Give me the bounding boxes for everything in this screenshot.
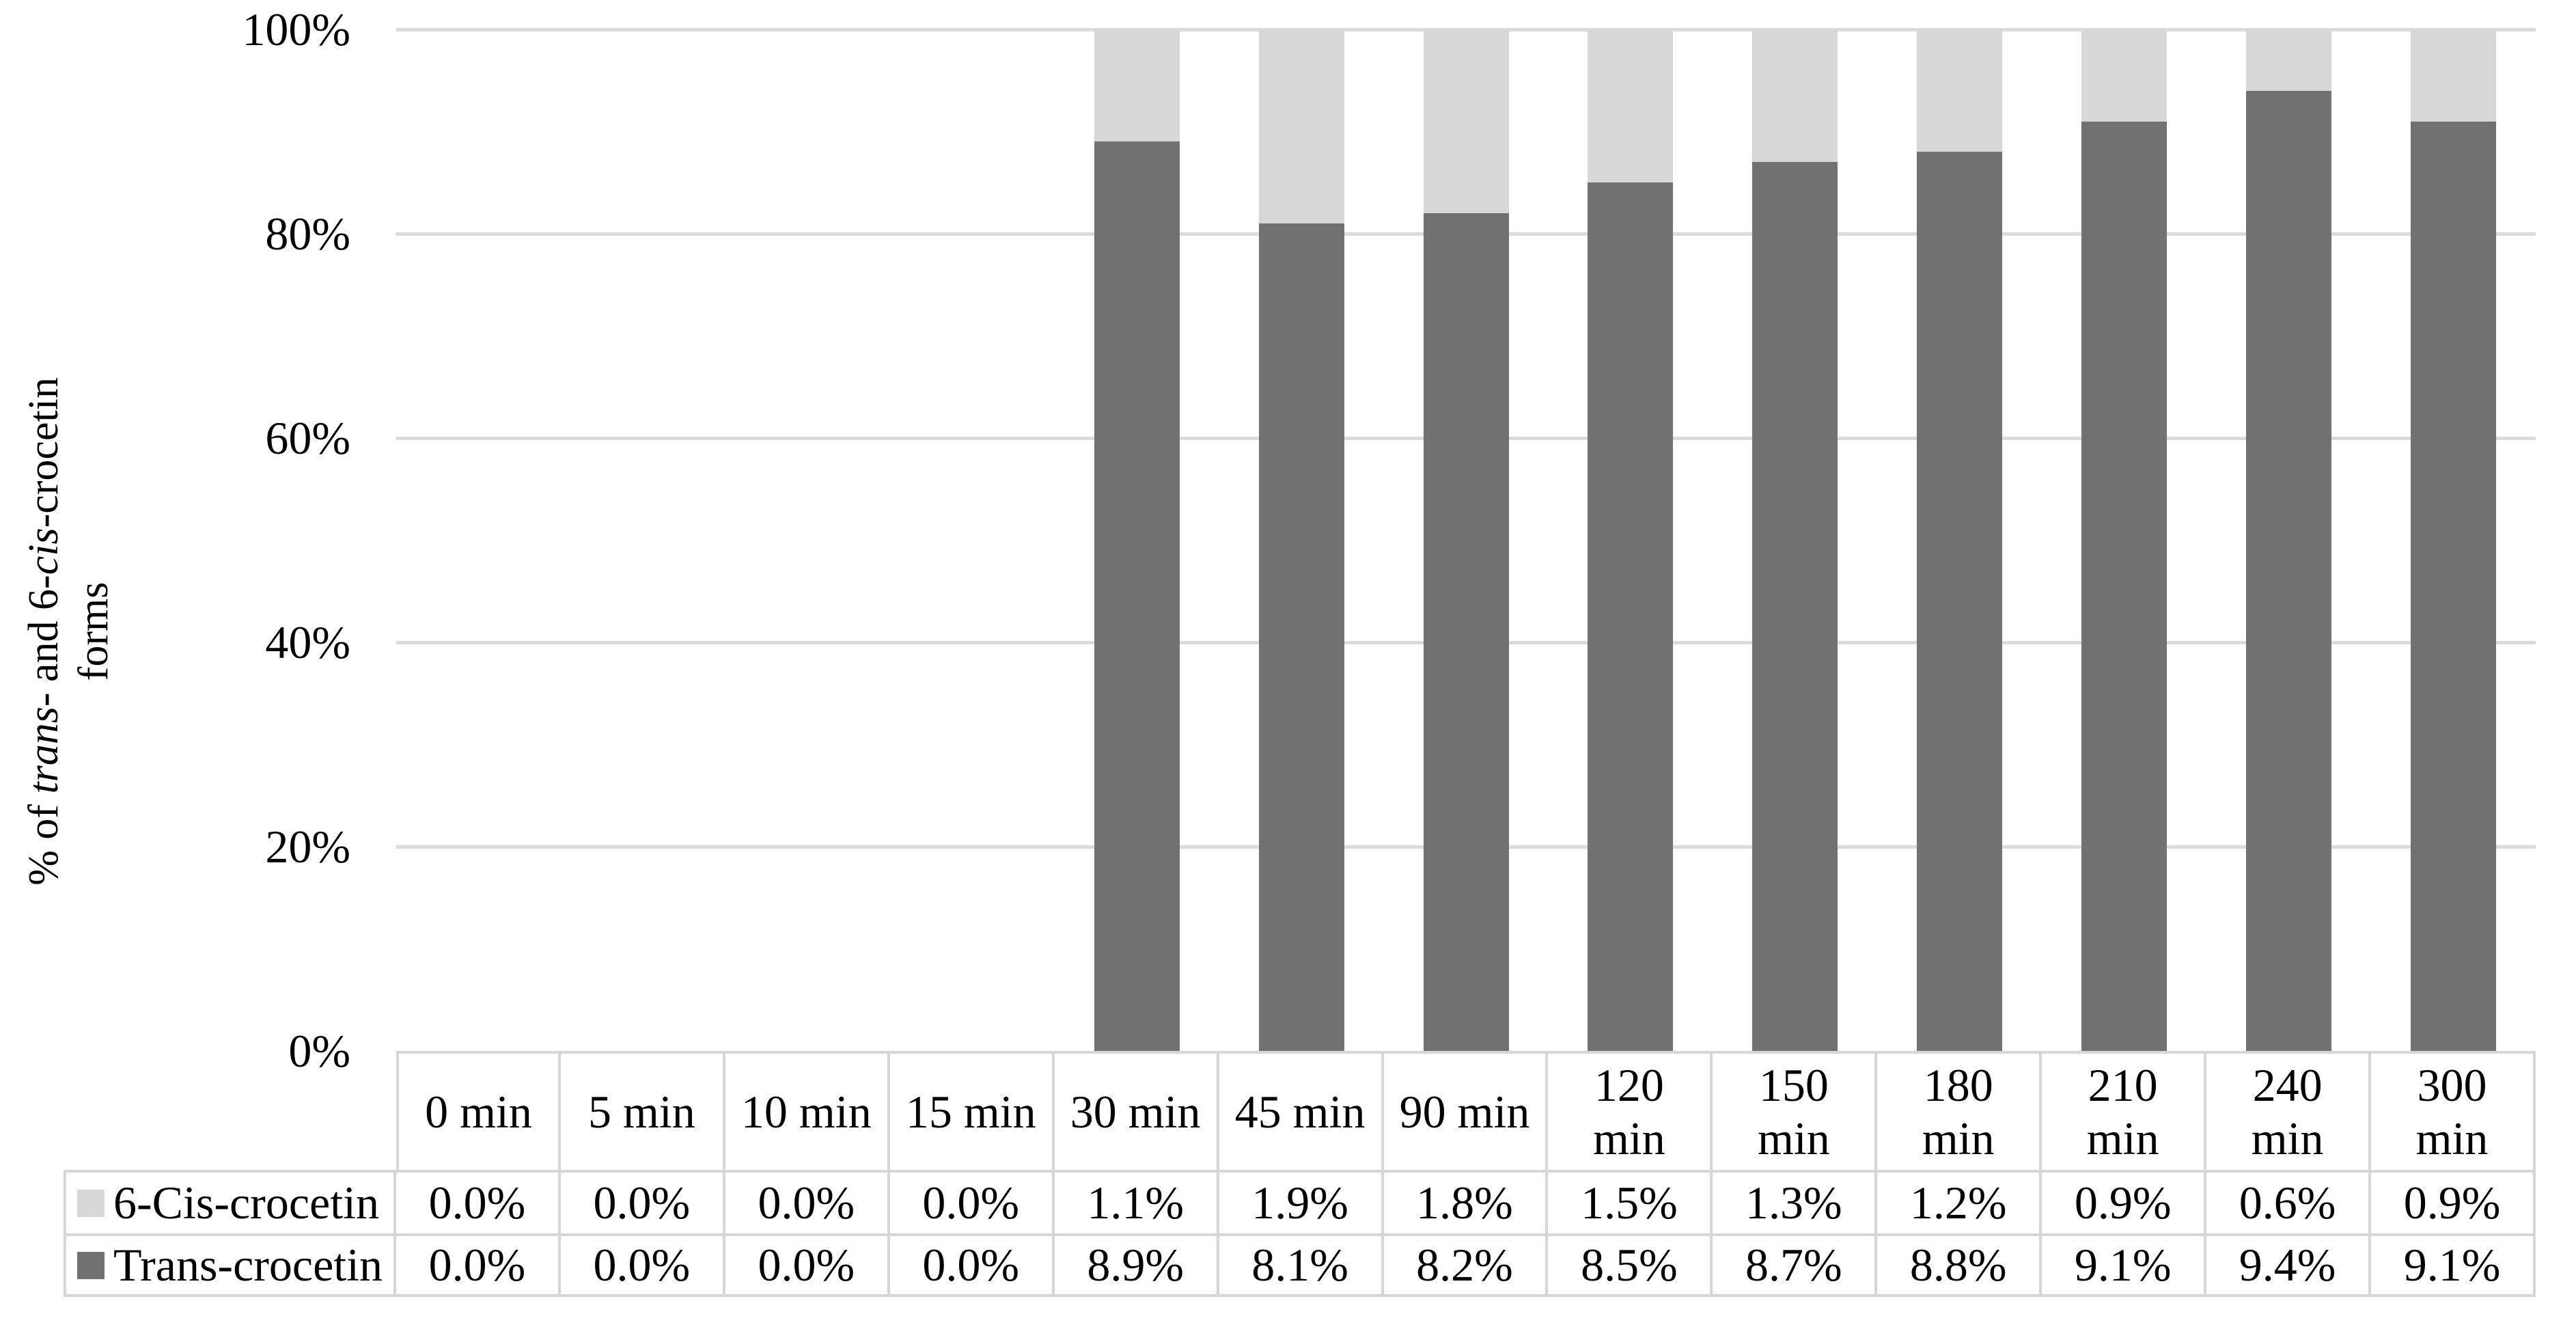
segment-trans-crocetin: [1917, 152, 2003, 1051]
value-cell: 0.6%: [2206, 1170, 2372, 1233]
table-corner-cell: [64, 1051, 396, 1170]
y-tick-label: 60%: [265, 412, 350, 464]
segment-trans-crocetin: [2246, 90, 2332, 1051]
bar-90-min: [1423, 29, 1509, 1051]
segment-trans-crocetin: [1423, 213, 1509, 1051]
series-name: Trans-crocetin: [113, 1239, 383, 1291]
column-header: 30 min: [1054, 1051, 1219, 1170]
segment-trans-crocetin: [1752, 162, 1838, 1051]
value-cell: 0.0%: [725, 1170, 890, 1233]
bar-210-min: [2081, 29, 2168, 1051]
value-cell: 8.1%: [1219, 1233, 1384, 1297]
value-cell: 0.0%: [396, 1233, 561, 1297]
segment-trans-crocetin: [2081, 121, 2168, 1051]
column-header: 10 min: [725, 1051, 890, 1170]
bar-150-min: [1752, 29, 1838, 1051]
bar-300-min: [2411, 29, 2497, 1051]
y-tick-label: 100%: [242, 3, 350, 55]
value-cell: 0.9%: [2371, 1170, 2536, 1233]
value-cell: 1.8%: [1383, 1170, 1549, 1233]
column-header: 240 min: [2206, 1051, 2372, 1170]
value-cell: 8.8%: [1877, 1233, 2042, 1297]
y-axis-title: % of trans- and 6-cis-crocetin forms: [19, 253, 127, 1010]
value-cell: 0.0%: [560, 1233, 725, 1297]
value-cell: 1.1%: [1054, 1170, 1219, 1233]
bar-30-min: [1094, 29, 1180, 1051]
column-header: 120 min: [1548, 1051, 1713, 1170]
column-header: 15 min: [889, 1051, 1055, 1170]
y-tick-label: 20%: [265, 821, 350, 873]
value-cell: 8.7%: [1713, 1233, 1878, 1297]
column-header: 180 min: [1877, 1051, 2042, 1170]
series-name: 6-Cis-crocetin: [113, 1177, 379, 1229]
value-cell: 1.3%: [1713, 1170, 1878, 1233]
value-cell: 9.1%: [2042, 1233, 2207, 1297]
ylabel-italic-segment: cis: [20, 528, 67, 575]
segment-trans-crocetin: [1588, 182, 1674, 1051]
data-table: 0 min 5 min 10 min 15 min 30 min 45 min 90 min…: [64, 1051, 2536, 1297]
value-cell: 1.5%: [1548, 1170, 1713, 1233]
column-header: 210 min: [2042, 1051, 2207, 1170]
value-cell: 0.0%: [396, 1170, 561, 1233]
y-tick-label: 80%: [265, 208, 350, 260]
column-header: 90 min: [1383, 1051, 1549, 1170]
value-cell: 0.0%: [560, 1170, 725, 1233]
legend-row-label: 6-Cis-crocetin: [64, 1170, 396, 1233]
value-cell: 9.1%: [2371, 1233, 2536, 1297]
value-cell: 8.5%: [1548, 1233, 1713, 1297]
value-cell: 9.4%: [2206, 1233, 2372, 1297]
value-cell: 1.9%: [1219, 1170, 1384, 1233]
ylabel-segment: - and 6-: [20, 575, 67, 707]
bar-120-min: [1588, 29, 1674, 1051]
ylabel-italic-segment: trans: [20, 707, 67, 794]
value-cell: 0.0%: [889, 1170, 1055, 1233]
value-cell: 8.9%: [1054, 1233, 1219, 1297]
value-cell: 0.9%: [2042, 1170, 2207, 1233]
segment-trans-crocetin: [1258, 223, 1344, 1051]
legend-swatch-6-cis-crocetin: [77, 1189, 105, 1217]
segment-trans-crocetin: [2411, 121, 2497, 1051]
y-tick-label: 0%: [288, 1025, 350, 1077]
plot-area: [396, 28, 2536, 1051]
bar-240-min: [2246, 29, 2332, 1051]
column-header: 0 min: [396, 1051, 561, 1170]
value-cell: 0.0%: [889, 1233, 1055, 1297]
legend-row-label: Trans-crocetin: [64, 1233, 396, 1297]
value-cell: 1.2%: [1877, 1170, 2042, 1233]
y-tick-label: 40%: [265, 616, 350, 668]
value-cell: 0.0%: [725, 1233, 890, 1297]
column-header: 150 min: [1713, 1051, 1878, 1170]
column-header: 5 min: [560, 1051, 725, 1170]
value-cell: 8.2%: [1383, 1233, 1549, 1297]
segment-trans-crocetin: [1094, 141, 1180, 1051]
ylabel-segment: % of: [20, 793, 67, 886]
column-header: 45 min: [1219, 1051, 1384, 1170]
bar-45-min: [1258, 29, 1344, 1051]
legend-swatch-trans-crocetin: [77, 1251, 105, 1279]
column-header: 300 min: [2371, 1051, 2536, 1170]
bar-180-min: [1917, 29, 2003, 1051]
